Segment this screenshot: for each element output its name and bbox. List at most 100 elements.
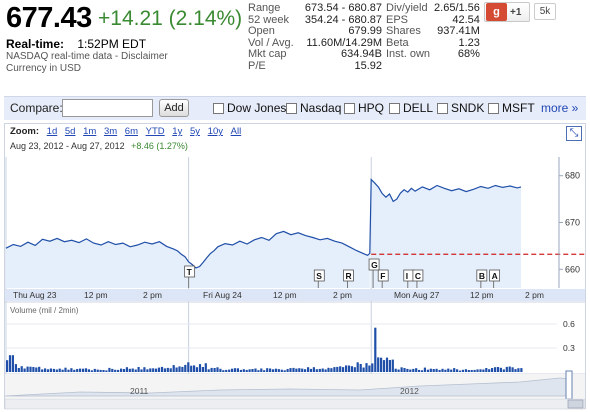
volume-bar	[263, 370, 266, 372]
volume-bar	[482, 369, 485, 372]
volume-bar	[58, 368, 61, 372]
news-flag[interactable]	[343, 269, 354, 282]
data-source-disclaimer[interactable]: NASDAQ real-time data - Disclaimer	[6, 51, 168, 62]
volume-bar	[321, 368, 324, 372]
volume-bar	[456, 369, 459, 372]
compare-checkbox-dell[interactable]: DELL	[389, 101, 433, 115]
volume-bar	[309, 368, 313, 372]
volume-bar	[447, 368, 450, 372]
checkbox-box[interactable]	[437, 102, 448, 114]
volume-bar	[82, 368, 85, 372]
volume-bar	[432, 369, 435, 372]
news-flag[interactable]	[412, 269, 424, 282]
stock-price: 677.43	[6, 2, 92, 34]
volume-bar	[359, 364, 362, 372]
checkbox-box[interactable]	[286, 102, 297, 114]
google-plus-one-button[interactable]: g +1	[484, 2, 530, 22]
volume-bar	[93, 368, 96, 372]
volume-bar	[470, 370, 473, 372]
volume-bar	[397, 369, 400, 372]
stat-row: Shares 937.41M	[386, 26, 480, 38]
checkbox-box[interactable]	[344, 102, 355, 114]
y-tick-label: 680	[565, 171, 580, 181]
compare-checkbox-msft[interactable]: MSFT	[488, 101, 535, 115]
news-flag[interactable]	[313, 269, 325, 282]
overview-scrollbar[interactable]	[4, 398, 586, 410]
volume-bar	[362, 367, 365, 372]
scrollbar-thumb[interactable]	[567, 399, 584, 409]
realtime-time: 1:52PM EDT	[77, 37, 147, 51]
volume-bar	[207, 369, 210, 372]
volume-bar	[84, 368, 88, 372]
compare-checkbox-hpq[interactable]: HPQ	[344, 101, 384, 115]
volume-tick-label: 0.3	[563, 343, 575, 353]
checkbox-box[interactable]	[488, 102, 499, 114]
volume-bar	[330, 368, 333, 372]
checkbox-box[interactable]	[389, 102, 400, 114]
volume-bar	[412, 368, 415, 372]
zoom-5y[interactable]: 5y	[189, 126, 201, 137]
google-plus-icon: g	[486, 3, 507, 21]
y-tick-label: 660	[565, 264, 580, 274]
news-flag[interactable]	[368, 258, 380, 271]
compare-ticker-label: Nasdaq	[300, 101, 342, 115]
price-change: +14.21 (2.14%)	[98, 7, 243, 30]
zoom-1m[interactable]: 1m	[83, 126, 97, 137]
volume-bar	[365, 363, 368, 372]
volume-bar	[242, 369, 245, 372]
volume-bar	[49, 368, 52, 372]
x-tick-label: Fri Aug 24	[203, 290, 242, 300]
volume-bar	[32, 367, 35, 372]
news-flag-label: R	[346, 271, 352, 281]
news-flag[interactable]	[184, 265, 196, 278]
add-compare-button[interactable]: Add	[159, 99, 189, 117]
zoom-1d[interactable]: 1d	[46, 126, 58, 137]
news-flag[interactable]	[377, 269, 389, 282]
news-flag[interactable]	[476, 269, 488, 282]
zoom-5d[interactable]: 5d	[64, 126, 76, 137]
volume-bar	[184, 364, 187, 372]
stat-value: 68%	[457, 48, 480, 61]
volume-bar	[377, 357, 380, 372]
zoom-all[interactable]: All	[230, 126, 242, 137]
stat-row: Beta 1.23	[386, 37, 480, 50]
zoom-ytd[interactable]: YTD	[145, 126, 165, 137]
zoom-3m[interactable]: 3m	[103, 126, 118, 137]
stat-value: 679.99	[348, 25, 382, 38]
compare-input[interactable]	[62, 99, 153, 117]
volume-bar	[494, 367, 497, 372]
compare-ticker-label: HPQ	[358, 101, 385, 115]
stat-row: Range 673.54 - 680.87	[248, 2, 382, 15]
compare-checkbox-dow-jones[interactable]: Dow Jones	[213, 101, 286, 115]
volume-bar	[356, 362, 359, 372]
news-flag-label: B	[479, 271, 485, 281]
price-line	[5, 178, 522, 269]
checkbox-box[interactable]	[213, 102, 224, 114]
volume-bar	[26, 366, 29, 372]
volume-bar	[295, 368, 298, 372]
volume-bar	[248, 369, 251, 372]
overview-handle[interactable]	[565, 370, 573, 400]
compare-checkbox-sndk[interactable]: SNDK	[437, 101, 484, 115]
volume-bar	[38, 366, 41, 372]
volume-bar	[187, 362, 190, 372]
volume-bar	[394, 368, 397, 372]
volume-bar	[137, 367, 140, 372]
volume-bar	[149, 368, 152, 372]
expand-chart-icon[interactable]: ⤡	[566, 126, 582, 141]
more-compare-link[interactable]: more »	[541, 101, 579, 115]
volume-bar	[508, 366, 511, 372]
zoom-10y[interactable]: 10y	[207, 126, 223, 137]
zoom-6m[interactable]: 6m	[124, 126, 138, 137]
volume-bar	[458, 370, 462, 372]
zoom-1y[interactable]: 1y	[172, 126, 183, 137]
volume-bar	[327, 367, 330, 372]
volume-bar	[467, 370, 470, 372]
stat-label: Vol / Avg.	[248, 36, 294, 49]
volume-bar	[292, 367, 295, 372]
compare-checkbox-nasdaq[interactable]: Nasdaq	[286, 101, 341, 115]
volume-bar	[488, 369, 491, 372]
news-flag[interactable]	[489, 269, 501, 282]
volume-bar	[479, 369, 482, 372]
